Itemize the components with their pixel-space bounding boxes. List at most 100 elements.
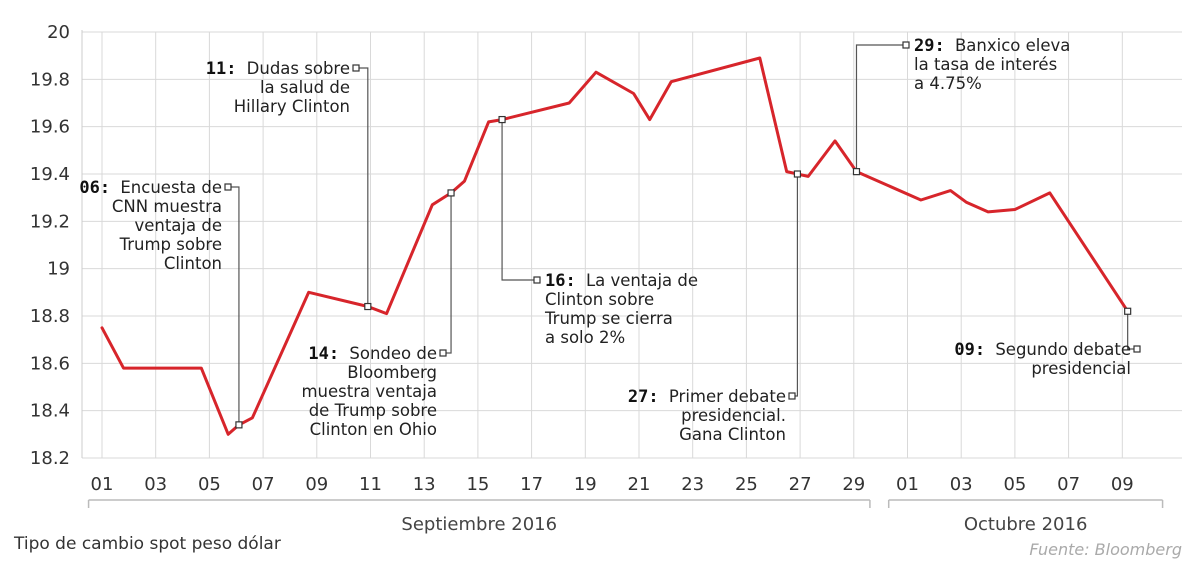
annotation-text: 09: Segundo debate presidencial bbox=[954, 340, 1131, 378]
annotation-text: 06: Encuesta de CNN muestra ventaja de Trum… bbox=[79, 178, 222, 273]
x-tick-label: 07 bbox=[1057, 474, 1080, 495]
annotation-line: Hillary Clinton bbox=[234, 97, 350, 116]
x-tick-label: 03 bbox=[144, 474, 167, 495]
data-point-marker bbox=[498, 115, 506, 124]
annotation-line: presidencial. bbox=[681, 406, 786, 425]
x-tick-label: 27 bbox=[789, 474, 812, 495]
x-tick-label: 23 bbox=[681, 474, 704, 495]
annotation-marker bbox=[439, 349, 447, 357]
x-tick-label: 19 bbox=[574, 474, 597, 495]
annotation-line: Clinton sobre bbox=[545, 290, 654, 309]
annotation-line-text: Primer debate bbox=[669, 387, 786, 406]
x-tick-label: 11 bbox=[359, 474, 382, 495]
annotation-line: Bloomberg bbox=[347, 363, 437, 382]
annotation-day: 09: bbox=[954, 340, 995, 360]
annotation-marker bbox=[1133, 345, 1141, 353]
annotation-leader bbox=[443, 192, 452, 354]
x-tick-label: 25 bbox=[735, 474, 758, 495]
annotation-text: 27: Primer debate presidencial. Gana Clint… bbox=[628, 387, 786, 444]
annotation-line: 29: Banxico eleva bbox=[914, 36, 1070, 56]
data-point-marker bbox=[793, 170, 802, 178]
annotation-line: 16: La ventaja de bbox=[545, 271, 698, 291]
annotation-line: Clinton bbox=[164, 254, 222, 273]
x-tick-label: 17 bbox=[520, 474, 543, 495]
chart-source: Fuente: Bloomberg bbox=[1029, 540, 1182, 559]
annotation-marker bbox=[224, 183, 232, 191]
annotation-line: ventaja de bbox=[134, 216, 222, 235]
annotation-leader bbox=[501, 119, 537, 281]
annotation-line: de Trump sobre bbox=[309, 401, 437, 420]
month-label: Octubre 2016 bbox=[964, 514, 1088, 535]
data-point-marker bbox=[1124, 307, 1132, 315]
y-tick-label: 18.8 bbox=[30, 306, 70, 327]
x-tick-label: 15 bbox=[466, 474, 489, 495]
annotation-line: Trump se cierra bbox=[544, 309, 673, 328]
y-tick-label: 19.6 bbox=[30, 117, 70, 138]
annotation-line: CNN muestra bbox=[112, 197, 222, 216]
annotation-line-text: Banxico eleva bbox=[955, 36, 1070, 55]
x-tick-label: 07 bbox=[252, 474, 275, 495]
annotation-line: 06: Encuesta de bbox=[79, 178, 222, 198]
annotation-day: 06: bbox=[79, 178, 120, 198]
annotation-day: 16: bbox=[545, 271, 586, 291]
series-layer bbox=[100, 56, 1130, 436]
annotation-line: a 4.75% bbox=[914, 74, 982, 93]
annotation-text: 11: Dudas sobre la salud de Hillary Clinto… bbox=[206, 59, 350, 116]
axes: 18.2 18.4 18.6 18.8 19 19.2 19.4 19.6 19.8 20 01 03… bbox=[30, 22, 1164, 535]
annotation-line-text: Segundo debate bbox=[995, 340, 1131, 359]
annotation-line: Clinton en Ohio bbox=[310, 420, 437, 439]
data-point-marker bbox=[852, 168, 861, 176]
annotation-line: a solo 2% bbox=[545, 328, 625, 347]
annotation-marker bbox=[788, 392, 796, 400]
annotation-line: Gana Clinton bbox=[679, 425, 786, 444]
annotation-marker bbox=[533, 276, 541, 284]
y-tick-label: 19.8 bbox=[30, 69, 70, 90]
annotation-line: Trump sobre bbox=[119, 235, 222, 254]
y-tick-label: 18.2 bbox=[30, 448, 70, 469]
data-point-marker bbox=[447, 189, 455, 197]
annotation-line-text: La ventaja de bbox=[586, 271, 698, 290]
x-tick-label: 01 bbox=[91, 474, 114, 495]
y-tick-label: 18.6 bbox=[30, 353, 70, 374]
x-tick-label: 01 bbox=[896, 474, 919, 495]
y-tick-label: 20 bbox=[47, 22, 70, 43]
x-tick-label: 09 bbox=[1111, 474, 1134, 495]
x-tick-label: 21 bbox=[628, 474, 651, 495]
annotation-line: 14: Sondeo de bbox=[308, 344, 437, 364]
annotation-text: 16: La ventaja de Clinton sobre Trump se c… bbox=[544, 271, 698, 347]
annotation-line: la salud de bbox=[260, 78, 350, 97]
annotation-leader bbox=[228, 186, 240, 425]
x-tick-label: 13 bbox=[413, 474, 436, 495]
month-label: Septiembre 2016 bbox=[401, 514, 557, 535]
annotation-text: 29: Banxico eleva la tasa de interés a 4.7… bbox=[914, 36, 1070, 93]
y-tick-label: 18.4 bbox=[30, 401, 70, 422]
chart-subtitle: Tipo de cambio spot peso dólar bbox=[14, 534, 281, 554]
annotation-line: 09: Segundo debate bbox=[954, 340, 1131, 360]
x-tick-label: 05 bbox=[1003, 474, 1026, 495]
data-point-marker bbox=[235, 421, 243, 429]
grid-lines bbox=[81, 30, 1182, 459]
data-point-marker bbox=[364, 302, 372, 311]
annotations-layer: 06: Encuesta de CNN muestra ventaja de Trum… bbox=[79, 36, 1141, 444]
x-tick-label: 29 bbox=[842, 474, 865, 495]
annotation-line: la tasa de interés bbox=[914, 55, 1057, 74]
annotation-marker bbox=[352, 64, 360, 72]
x-tick-label: 05 bbox=[198, 474, 221, 495]
x-tick-label: 03 bbox=[950, 474, 973, 495]
y-tick-label: 19.2 bbox=[30, 211, 70, 232]
annotation-line: 11: Dudas sobre bbox=[206, 59, 350, 79]
annotation-leader bbox=[792, 174, 799, 397]
annotation-line: muestra ventaja bbox=[301, 382, 437, 401]
annotation-leader bbox=[855, 44, 906, 172]
annotation-marker bbox=[902, 41, 910, 49]
y-tick-label: 19.4 bbox=[30, 164, 70, 185]
annotation-line-text: Sondeo de bbox=[349, 344, 437, 363]
annotation-day: 29: bbox=[914, 36, 955, 56]
annotation-leader bbox=[356, 67, 369, 307]
annotation-line: presidencial bbox=[1031, 359, 1131, 378]
annotation-line-text: Encuesta de bbox=[120, 178, 222, 197]
annotation-day: 14: bbox=[308, 344, 349, 364]
annotation-day: 27: bbox=[628, 387, 669, 407]
annotation-text: 14: Sondeo de Bloomberg muestra ventaja de … bbox=[301, 344, 437, 439]
